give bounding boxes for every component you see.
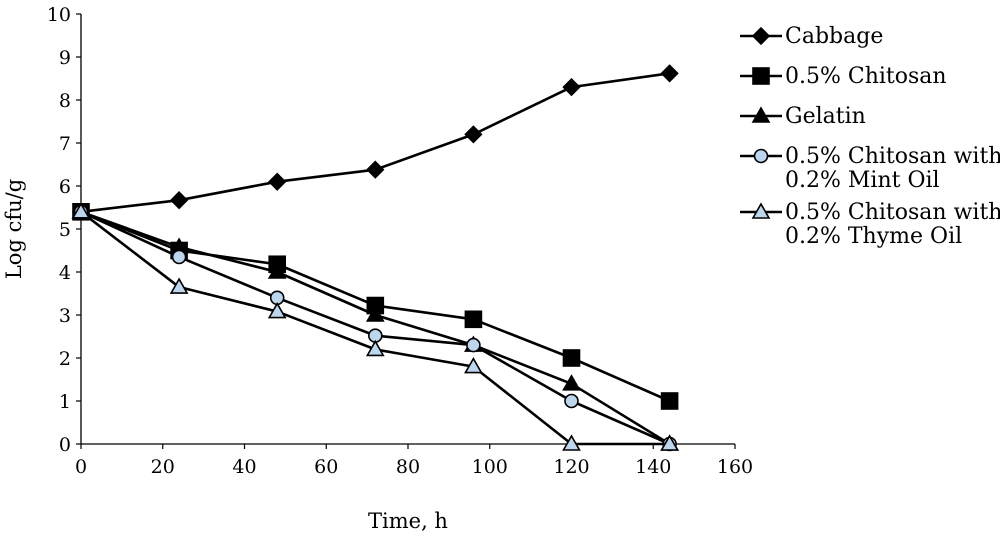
y-tick-label: 3 (59, 305, 71, 327)
data-point (365, 305, 385, 322)
data-point (564, 393, 579, 409)
data-point (562, 77, 581, 97)
legend-label: 0.5% Chitosan (785, 64, 947, 89)
legend-entry: Gelatin (740, 104, 866, 129)
data-point (268, 172, 287, 191)
y-axis-title: Log cfu/g (2, 179, 26, 279)
data-point (169, 277, 189, 294)
data-point (169, 191, 189, 210)
y-tick-label: 6 (59, 176, 71, 198)
legend: Cabbage 0.5% Chitosan Gelatin 0.5% Chitosan… (740, 24, 1000, 249)
legend-marker (751, 202, 771, 219)
data-point (464, 310, 483, 329)
legend-label: Cabbage (785, 24, 883, 49)
legend-marker (751, 106, 771, 123)
data-point (660, 64, 679, 83)
data-point (660, 392, 679, 410)
y-tick-label: 2 (59, 348, 71, 370)
data-point (464, 125, 483, 144)
y-tick-label: 7 (59, 133, 71, 155)
data-point (365, 339, 385, 357)
x-tick-label: 60 (314, 456, 338, 478)
x-tick-label: 120 (553, 456, 589, 478)
x-tick-label: 160 (717, 456, 753, 478)
legend-label: 0.2% Thyme Oil (785, 224, 962, 249)
y-tick-label: 0 (59, 434, 71, 456)
data-point (267, 262, 287, 279)
series-layer (71, 64, 679, 452)
data-point (366, 160, 385, 179)
data-point (267, 301, 287, 319)
y-tick-label: 4 (59, 262, 71, 284)
y-tick-label: 10 (47, 4, 71, 26)
data-point (464, 356, 483, 374)
series-1 (71, 64, 679, 221)
legend-label: Gelatin (785, 104, 866, 129)
legend-marker (751, 26, 771, 46)
legend-marker (752, 67, 770, 85)
data-point (466, 337, 481, 353)
data-point (171, 249, 187, 265)
series-line (80, 72, 670, 214)
y-tick-label: 5 (59, 219, 71, 241)
y-tick-label: 8 (59, 90, 71, 112)
x-axis-title: Time, h (368, 509, 448, 533)
data-point (562, 434, 581, 451)
data-point (71, 202, 91, 219)
legend-label: 0.5% Chitosan with (785, 200, 1000, 225)
x-tick-label: 20 (151, 456, 175, 478)
x-tick-label: 140 (635, 456, 671, 478)
legend-label: 0.2% Mint Oil (785, 168, 940, 193)
series-4 (73, 204, 677, 452)
data-point (562, 349, 581, 367)
x-tick-label: 40 (232, 456, 256, 478)
series-5 (71, 202, 679, 451)
legend-entry: Cabbage (740, 24, 883, 49)
x-tick-label: 0 (75, 456, 87, 478)
legend-marker (753, 148, 769, 164)
data-point (660, 434, 679, 451)
x-tick-label: 100 (472, 456, 508, 478)
legend-entry: 0.5% Chitosan (740, 64, 947, 89)
data-point (562, 374, 581, 391)
y-tick-label: 1 (59, 391, 71, 413)
series-3 (71, 202, 679, 451)
y-tick-label: 9 (59, 47, 71, 69)
legend-label: 0.5% Chitosan with (785, 144, 1000, 169)
x-tick-label: 80 (396, 456, 420, 478)
